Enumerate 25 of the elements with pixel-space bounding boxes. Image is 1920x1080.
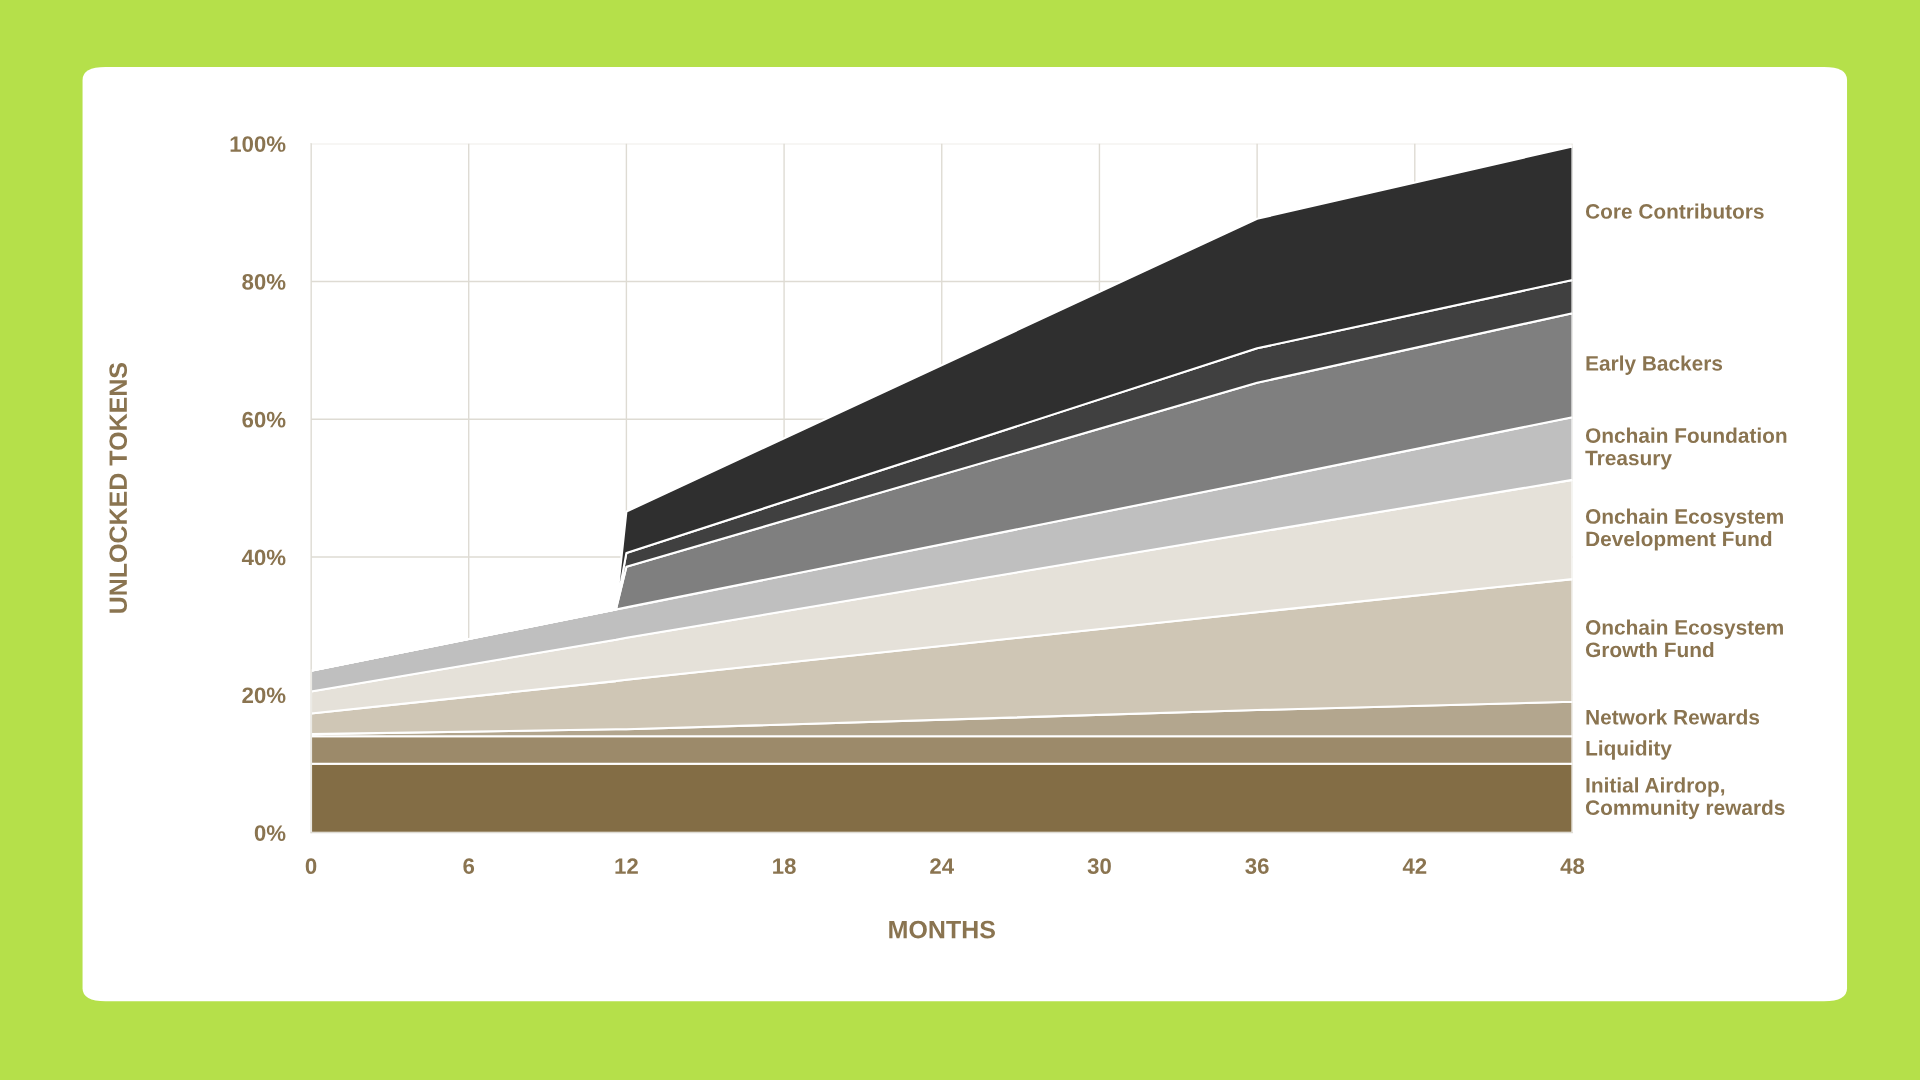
x-tick-label: 24 [930,858,954,874]
y-tick-label: 80% [242,273,286,290]
y-tick-label: 60% [242,411,286,428]
series-label: Onchain Foundation Treasury [1585,427,1787,470]
x-tick-label: 42 [1402,858,1427,874]
y-tick-label: 100% [230,136,286,152]
series-label: Initial Airdrop, Community rewards [1585,777,1785,820]
x-tick-label: 30 [1087,858,1111,875]
x-tick-label: 48 [1560,858,1585,874]
x-axis-title: MONTHS [889,920,995,939]
y-tick-label: 20% [242,687,286,704]
y-tick-label: 40% [241,549,286,566]
x-tick-label: 6 [463,858,475,874]
series-label: Onchain Ecosystem Development Fund [1585,508,1783,551]
series-label: Onchain Ecosystem Growth Fund [1585,619,1783,658]
x-tick-label: 18 [773,858,796,874]
series-label: Network Rewards [1586,709,1760,725]
y-axis-title: UNLOCKED TOKENS [109,362,128,613]
y-tick-label: 0% [254,825,286,841]
series-label: Core Contributors [1585,203,1764,219]
series-label: Early Backers [1586,355,1723,375]
x-tick-label: 0 [305,858,317,874]
x-tick-label: 12 [615,858,638,874]
x-tick-label: 36 [1245,858,1269,875]
series-label: Liquidity [1586,740,1672,760]
